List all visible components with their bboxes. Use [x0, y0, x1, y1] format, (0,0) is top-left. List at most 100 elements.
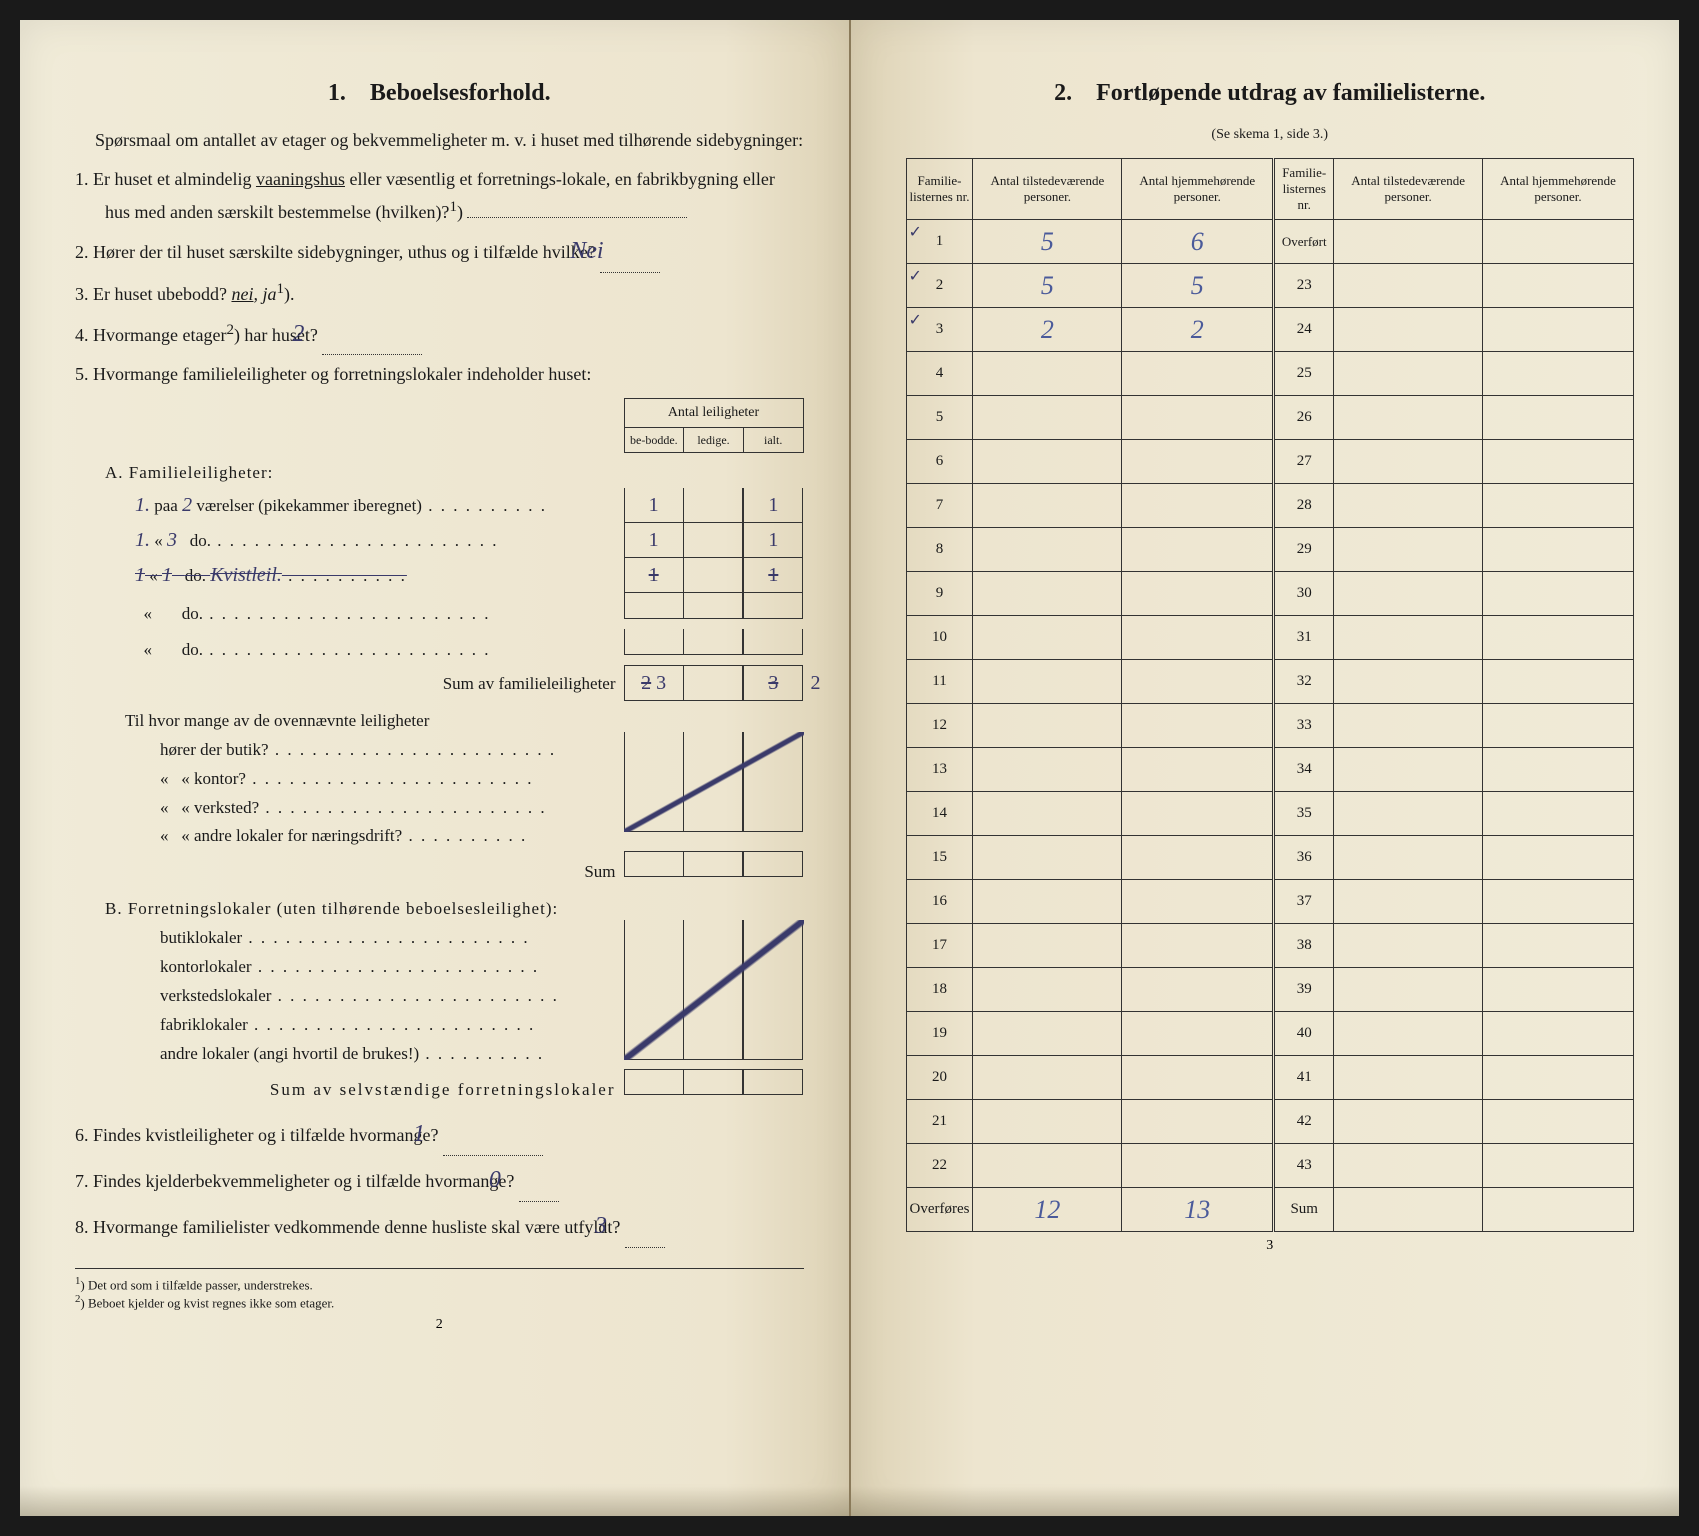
row-present-left	[973, 880, 1122, 924]
row-resident-left	[1122, 792, 1274, 836]
row-a4-c3	[743, 593, 803, 619]
th-3: Antal hjemmehørende personer.	[1122, 159, 1274, 220]
row-present-left	[973, 616, 1122, 660]
q8-num: 8.	[75, 1217, 89, 1237]
row-a5-label: « do.	[105, 636, 624, 665]
sum-a-c1-struck: 2	[641, 672, 651, 694]
left-page-edge	[20, 1486, 849, 1516]
row-present-left	[973, 572, 1122, 616]
row-num-right: Overført	[1274, 220, 1334, 264]
row-present-right	[1334, 308, 1483, 352]
row-present-left	[973, 968, 1122, 1012]
q4-answer-line: 2	[322, 314, 422, 356]
table-row: 425	[906, 352, 1634, 396]
q6-answer: 1	[413, 1121, 425, 1147]
row-present-right	[1334, 396, 1483, 440]
row-num-left: 16	[906, 880, 973, 924]
row-a3-c1: 1	[624, 558, 683, 593]
row-present-right	[1334, 528, 1483, 572]
row-resident-right	[1483, 308, 1634, 352]
row-present-left	[973, 1100, 1122, 1144]
row-a3-note: Kvistleil.	[210, 564, 282, 586]
row-resident-right	[1483, 528, 1634, 572]
row-resident-right	[1483, 396, 1634, 440]
row-num-right: 43	[1274, 1144, 1334, 1188]
q3-text-a: Er huset ubebodd?	[93, 284, 231, 304]
row-present-right	[1334, 968, 1483, 1012]
sum-b-c3	[743, 1069, 803, 1095]
row-a5-c1	[624, 629, 683, 655]
q3-num: 3.	[75, 284, 89, 304]
row-num-right: 33	[1274, 704, 1334, 748]
row-a2-cells: 1 1	[624, 523, 804, 558]
sub-strike	[624, 732, 804, 832]
row-present-left: 2	[973, 308, 1122, 352]
row-a3-c2	[683, 558, 743, 593]
row-num-left: 19	[906, 1012, 973, 1056]
sub3-text: verksted?	[194, 798, 259, 817]
row-present-right	[1334, 616, 1483, 660]
right-page: 2. Fortløpende utdrag av familielisterne…	[851, 20, 1680, 1516]
q4-answer: 2	[292, 321, 304, 347]
row-num-right: 27	[1274, 440, 1334, 484]
row-present-right	[1334, 880, 1483, 924]
b-c3	[743, 920, 803, 1060]
row-num-left: 14	[906, 792, 973, 836]
row-resident-right	[1483, 440, 1634, 484]
row-num-left: 20	[906, 1056, 973, 1100]
row-present-left	[973, 1012, 1122, 1056]
q1-underlined: vaaningshus	[256, 169, 345, 189]
row-a2-c2	[683, 523, 743, 558]
question-6: 6. Findes kvistleiligheter og i tilfælde…	[75, 1114, 804, 1156]
row-resident-left	[1122, 396, 1274, 440]
row-resident-left	[1122, 440, 1274, 484]
b4-text: fabriklokaler	[160, 1015, 248, 1034]
q1-answer-line	[467, 217, 687, 218]
sub1-text: hører der butik?	[160, 740, 269, 759]
sum-a-c1-val: 3	[656, 672, 666, 694]
row-resident-left	[1122, 704, 1274, 748]
question-5: 5. Hvormange familieleiligheter og forre…	[75, 359, 804, 390]
row-resident-left	[1122, 528, 1274, 572]
row-num-left: 7	[906, 484, 973, 528]
row-num-right: 40	[1274, 1012, 1334, 1056]
sub-c1	[624, 732, 683, 832]
left-page: 1. Beboelsesforhold. Spørsmaal om antall…	[20, 20, 851, 1516]
row-resident-right	[1483, 220, 1634, 264]
right-page-edge	[851, 1486, 1680, 1516]
row-present-right	[1334, 748, 1483, 792]
row-present-right	[1334, 1144, 1483, 1188]
sum-b-cells	[624, 1069, 804, 1095]
q3-underlined: nei	[231, 284, 253, 304]
row-resident-left	[1122, 484, 1274, 528]
table-row: 1132	[906, 660, 1634, 704]
q1-num: 1.	[75, 169, 89, 189]
table-row: 32224	[906, 308, 1634, 352]
b1-text: butiklokaler	[160, 928, 242, 947]
row-resident-left	[1122, 616, 1274, 660]
row-present-left	[973, 528, 1122, 572]
q7-text: Findes kjelderbekvemmeligheter og i tilf…	[93, 1171, 514, 1191]
row-present-right	[1334, 792, 1483, 836]
row-resident-right	[1483, 352, 1634, 396]
q4-text-b: ) har huset?	[234, 325, 318, 345]
table-row: 1637	[906, 880, 1634, 924]
sum-a-c3: 3 2	[743, 665, 803, 701]
row-num-right: 41	[1274, 1056, 1334, 1100]
row-resident-left	[1122, 880, 1274, 924]
footnotes: 1) Det ord som i tilfælde passer, unders…	[75, 1268, 804, 1312]
sum-b-label: Sum av selvstændige forretningslokaler	[105, 1076, 624, 1105]
row-a1-rooms: 2	[182, 494, 192, 516]
sum-sub-label: Sum	[105, 858, 624, 887]
row-num-left: 12	[906, 704, 973, 748]
row-sub1: hører der butik?	[105, 736, 804, 765]
th-1: Familie-listernes nr.	[906, 159, 973, 220]
footer-label-right: Sum	[1274, 1188, 1334, 1232]
q7-answer-line: 0	[519, 1160, 559, 1202]
sub-c3	[743, 732, 803, 832]
row-a3-cells: 1 1	[624, 558, 804, 593]
table-row: 627	[906, 440, 1634, 484]
sum-a-c3-after: 2	[810, 666, 820, 700]
row-present-right	[1334, 704, 1483, 748]
row-a1-c3: 1	[743, 488, 803, 523]
